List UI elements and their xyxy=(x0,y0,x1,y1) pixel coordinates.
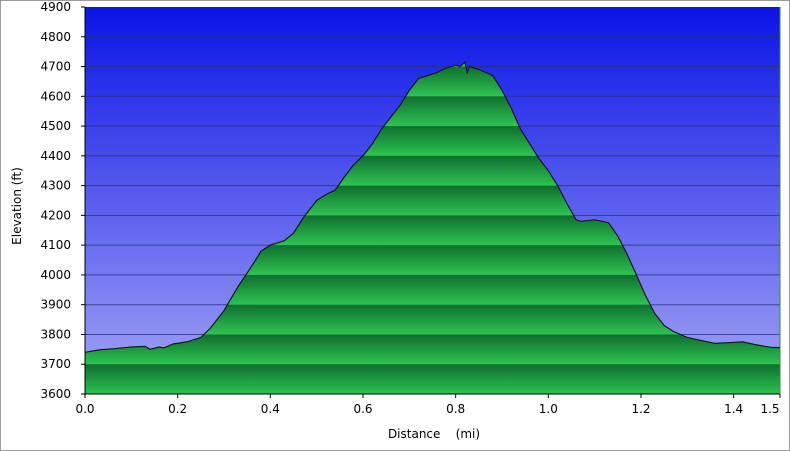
x-axis-label: Distance (mi) xyxy=(388,427,480,441)
x-tick-label: 0.4 xyxy=(261,402,280,416)
axes xyxy=(84,7,781,395)
y-tick-label: 4900 xyxy=(40,0,71,14)
y-tick-label: 4800 xyxy=(40,30,71,44)
y-tick-label: 4200 xyxy=(40,208,71,222)
y-tick-label: 3800 xyxy=(40,327,71,341)
y-tick-label: 3900 xyxy=(40,298,71,312)
y-tick-label: 3600 xyxy=(40,387,71,401)
x-tick-label: 1.2 xyxy=(631,402,650,416)
x-tick-label: 0.8 xyxy=(446,402,465,416)
x-tick-label: 1.5 xyxy=(760,402,779,416)
x-tick-label: 1.0 xyxy=(539,402,558,416)
elevation-band xyxy=(85,334,780,365)
y-tick-label: 4500 xyxy=(40,119,71,133)
y-tick-label: 4000 xyxy=(40,268,71,282)
elevation-line xyxy=(85,60,780,353)
x-tick-label: 0.2 xyxy=(168,402,187,416)
y-tick-label: 3700 xyxy=(40,357,71,371)
x-tick-label: 0.6 xyxy=(353,402,372,416)
elevation-band xyxy=(85,364,780,394)
x-axis-ticks: 0.0 0.2 0.4 0.6 0.8 1.0 1.2 1.4 1.5 xyxy=(75,394,781,416)
y-tick-label: 4400 xyxy=(40,149,71,163)
y-tick-label: 4700 xyxy=(40,60,71,74)
y-axis-label: Elevation (ft) xyxy=(10,167,24,245)
y-axis-ticks: 3600 3700 3800 3900 4000 4100 4200 4300 4400 4500… xyxy=(40,0,85,401)
y-tick-label: 4600 xyxy=(40,89,71,103)
y-tick-label: 4100 xyxy=(40,238,71,252)
x-tick-label: 1.4 xyxy=(724,402,743,416)
x-tick-label: 0.0 xyxy=(75,402,94,416)
y-tick-label: 4300 xyxy=(40,179,71,193)
